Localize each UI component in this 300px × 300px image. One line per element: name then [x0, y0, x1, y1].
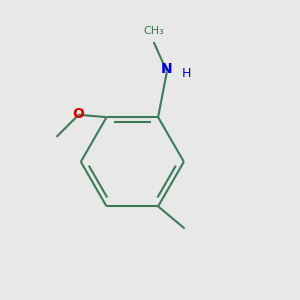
Text: H: H [182, 68, 191, 80]
Text: N: N [160, 62, 172, 76]
Text: CH₃: CH₃ [143, 26, 164, 36]
Text: O: O [72, 107, 84, 121]
